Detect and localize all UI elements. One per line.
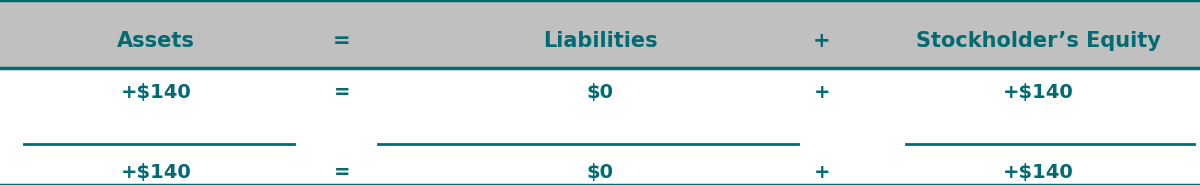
Text: =: = bbox=[334, 83, 350, 102]
Text: $0: $0 bbox=[587, 83, 613, 102]
Text: =: = bbox=[334, 163, 350, 181]
Text: =: = bbox=[334, 31, 350, 51]
Text: +: + bbox=[814, 31, 830, 51]
Text: +$140: +$140 bbox=[121, 83, 191, 102]
Text: Stockholder’s Equity: Stockholder’s Equity bbox=[916, 31, 1160, 51]
Text: +$140: +$140 bbox=[1003, 83, 1073, 102]
Text: +$140: +$140 bbox=[121, 163, 191, 181]
Text: +: + bbox=[814, 163, 830, 181]
FancyBboxPatch shape bbox=[0, 0, 1200, 68]
Text: Assets: Assets bbox=[118, 31, 194, 51]
Text: +: + bbox=[814, 83, 830, 102]
Text: $0: $0 bbox=[587, 163, 613, 181]
Text: Liabilities: Liabilities bbox=[542, 31, 658, 51]
Text: +$140: +$140 bbox=[1003, 163, 1073, 181]
